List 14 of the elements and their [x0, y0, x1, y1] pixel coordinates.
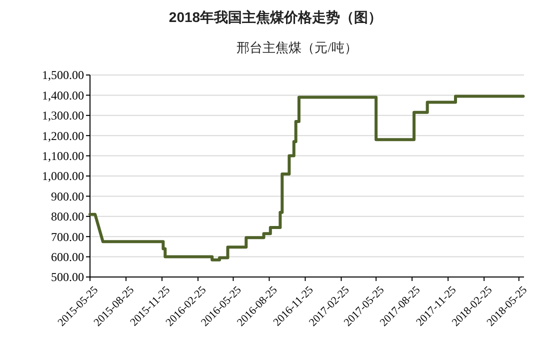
y-tick-label: 1,100.00: [42, 149, 84, 163]
y-tick-label: 500.00: [51, 270, 84, 284]
y-tick-label: 900.00: [51, 189, 84, 204]
y-tick-label: 1,000.00: [42, 169, 84, 184]
y-tick-label: 1,300.00: [42, 108, 84, 123]
line-series: [88, 94, 525, 262]
y-tick-label: 700.00: [51, 230, 84, 244]
y-tick-label: 1,500.00: [42, 68, 84, 82]
y-tick-label: 1,400.00: [42, 88, 84, 102]
y-tick-label: 1,200.00: [42, 128, 84, 143]
y-tick-label: 600.00: [51, 250, 84, 264]
chart-subtitle: 邢台主焦煤（元/吨）: [236, 40, 358, 55]
chart-title: 2018年我国主焦煤价格走势（图）: [168, 9, 382, 25]
y-tick-label: 800.00: [51, 210, 84, 224]
